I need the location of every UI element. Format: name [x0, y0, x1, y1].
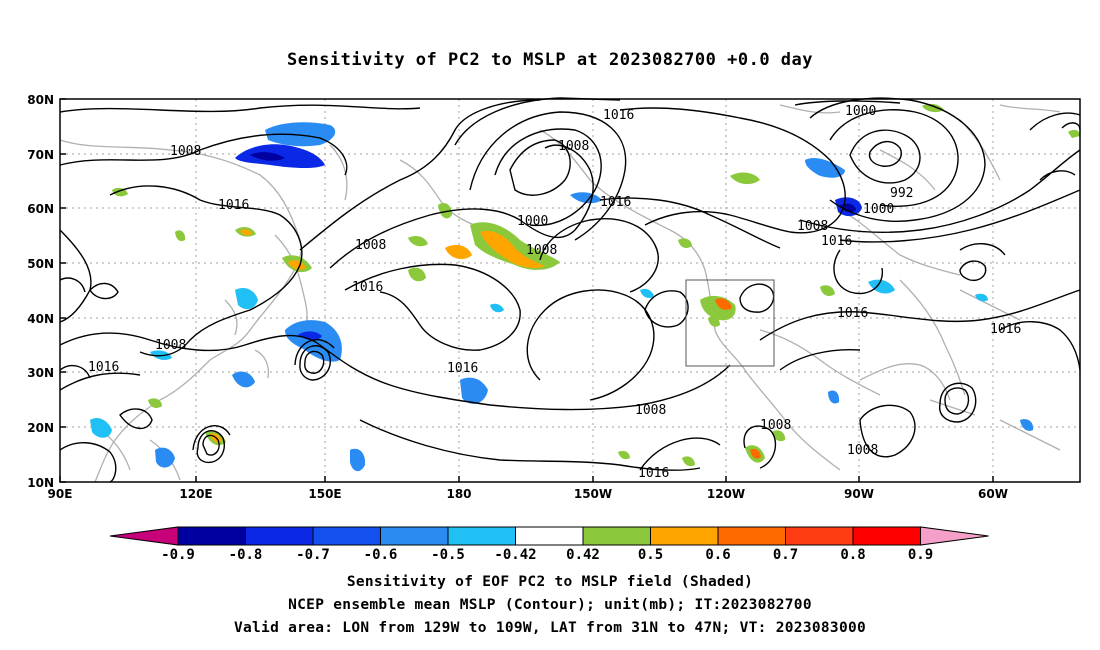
- caption-line-3: Valid area: LON from 129W to 109W, LAT f…: [233, 620, 867, 636]
- lon-tick-label: 150E: [308, 487, 341, 501]
- lat-tick-label: 50N: [27, 257, 54, 271]
- colorbar-swatch: [582, 526, 651, 546]
- colorbar-label: 0.7: [773, 547, 798, 563]
- contour-label: 1016: [837, 306, 868, 321]
- colorbar-swatch: [515, 526, 584, 546]
- lon-tick-label: 90W: [844, 487, 874, 501]
- contour-label: 1008: [635, 403, 666, 418]
- lon-tick-label: 120E: [179, 487, 212, 501]
- colorbar-label: -0.6: [364, 547, 398, 563]
- contour-label: 1016: [821, 234, 852, 249]
- contour-label: 992: [890, 186, 913, 201]
- lat-axis: [60, 98, 66, 483]
- contour-label: 1016: [603, 108, 634, 123]
- contour-labels: 1008 1016 1008 1016 1016 1008 1016 1000 …: [88, 104, 1021, 481]
- colorbar-label: -0.5: [431, 547, 465, 563]
- contour-label: 1008: [847, 443, 878, 458]
- contour-label: 1008: [797, 219, 828, 234]
- lat-tick-label: 40N: [27, 312, 54, 326]
- lon-tick-label: 120W: [707, 487, 745, 501]
- lat-tick-label: 80N: [27, 93, 54, 107]
- colorbar-swatch: [245, 526, 314, 546]
- colorbar-swatch: [447, 526, 516, 546]
- contour-label: 1016: [447, 361, 478, 376]
- contour-label: 1000: [517, 214, 548, 229]
- colorbar-label: -0.7: [296, 547, 330, 563]
- lon-tick-label: 90E: [48, 487, 73, 501]
- lat-tick-labels: 80N 70N 60N 50N 40N 30N 20N 10N: [27, 93, 54, 490]
- grid-lines: [60, 99, 1080, 482]
- valid-area-box: [685, 279, 775, 367]
- colorbar-swatch: [717, 526, 786, 546]
- colorbar-swatch: [852, 526, 921, 546]
- colorbar-high-extension: [920, 526, 989, 546]
- colorbar-label: 0.9: [908, 547, 933, 563]
- contour-label: 1016: [352, 280, 383, 295]
- contour-label: 1016: [218, 198, 249, 213]
- colorbar-label: -0.8: [229, 547, 263, 563]
- colorbar-swatch: [650, 526, 719, 546]
- caption-line-2: NCEP ensemble mean MSLP (Contour); unit(…: [288, 597, 812, 613]
- colorbar-label: 0.6: [705, 547, 730, 563]
- lon-axis: [59, 476, 994, 482]
- colorbar-swatch: [380, 526, 449, 546]
- colorbar-low-extension: [109, 526, 179, 546]
- contour-label: 1008: [155, 338, 186, 353]
- contour-label: 1008: [170, 144, 201, 159]
- colorbar-swatch: [785, 526, 854, 546]
- lat-tick-label: 30N: [27, 366, 54, 380]
- colorbar-swatch: [312, 526, 381, 546]
- contour-label: 1016: [990, 322, 1021, 337]
- contour-label: 1000: [845, 104, 876, 119]
- lon-tick-label: 180: [446, 487, 471, 501]
- contour-label: 1000: [863, 202, 894, 217]
- lon-tick-label: 150W: [574, 487, 612, 501]
- colorbar-label: 0.5: [638, 547, 663, 563]
- colorbar-label: -0.42: [494, 547, 536, 563]
- colorbar-label: -0.9: [161, 547, 195, 563]
- contour-label: 1008: [355, 238, 386, 253]
- lat-tick-label: 60N: [27, 202, 54, 216]
- colorbar-swatch: [177, 526, 246, 546]
- colorbar-label: 0.8: [840, 547, 865, 563]
- contour-label: 1008: [760, 418, 791, 433]
- map-frame: [59, 98, 1081, 483]
- lat-tick-label: 20N: [27, 421, 54, 435]
- contour-label: 1008: [558, 139, 589, 154]
- colorbar: -0.9 -0.8 -0.7 -0.6 -0.5 -0.42 0.42 0.5 0.6 0.7 0.…: [109, 526, 989, 563]
- mslp-contours: [59, 97, 1081, 483]
- plot-title: Sensitivity of PC2 to MSLP at 2023082700…: [286, 50, 813, 70]
- lon-tick-labels: 90E 120E 150E 180 150W 120W 90W 60W: [48, 487, 1008, 501]
- contour-label: 1016: [638, 466, 669, 481]
- lon-tick-label: 60W: [978, 487, 1008, 501]
- lat-tick-label: 10N: [27, 476, 54, 490]
- lat-tick-label: 70N: [27, 148, 54, 162]
- contour-label: 1016: [88, 360, 119, 375]
- contour-label: 1008: [526, 243, 557, 258]
- colorbar-label: 0.42: [566, 547, 600, 563]
- caption-line-1: Sensitivity of EOF PC2 to MSLP field (Sh…: [346, 574, 754, 590]
- contour-label: 1016: [600, 195, 631, 210]
